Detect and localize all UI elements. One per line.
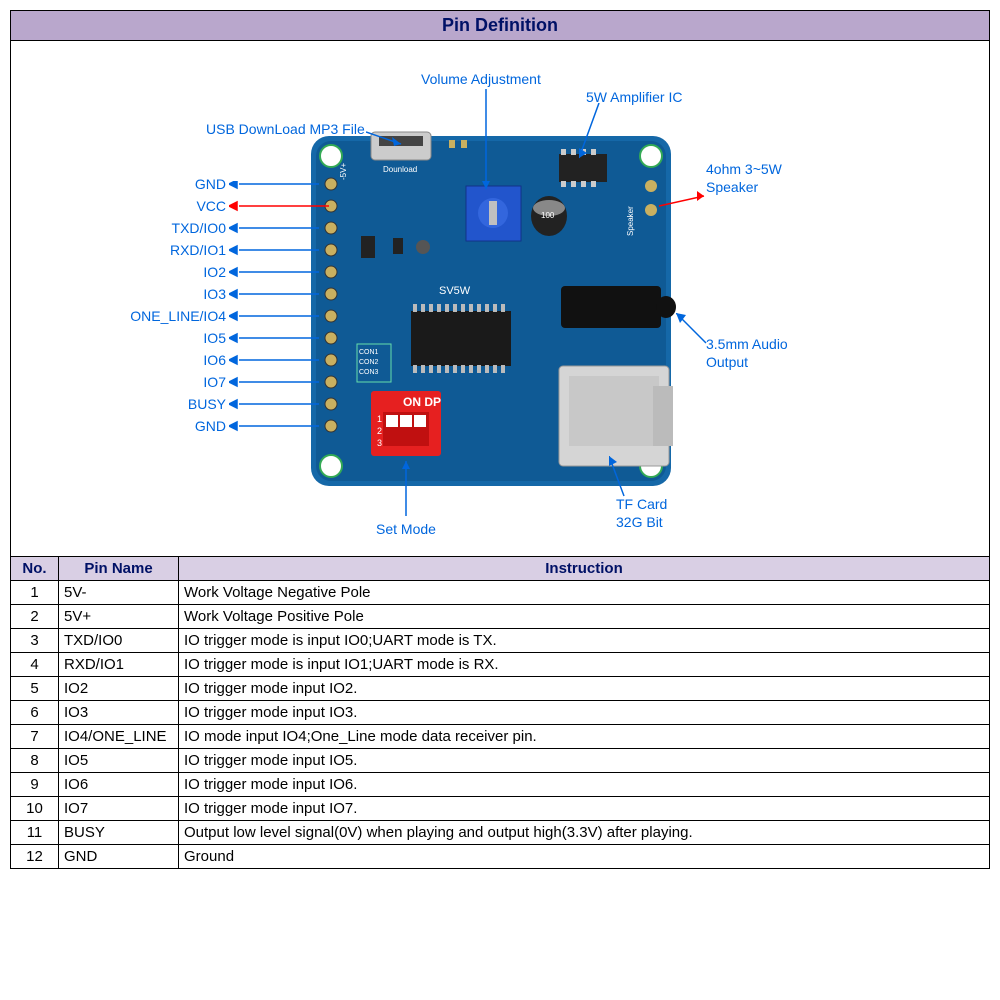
svg-text:CON2: CON2 <box>359 359 379 366</box>
table-row: 8IO5IO trigger mode input IO5. <box>11 749 990 773</box>
svg-text:ON DP: ON DP <box>403 395 441 409</box>
svg-text:SV5W: SV5W <box>439 285 471 297</box>
table-row: 15V-Work Voltage Negative Pole <box>11 581 990 605</box>
svg-text:100: 100 <box>541 211 555 220</box>
page-title: Pin Definition <box>10 10 990 41</box>
table-row: 11BUSYOutput low level signal(0V) when p… <box>11 821 990 845</box>
label-speaker1: 4ohm 3~5W <box>706 161 782 177</box>
table-row: 5IO2IO trigger mode input IO2. <box>11 677 990 701</box>
pin-diagram: 100 SV5W ON DP 1 2 3 CON1 CON2 CON3 <box>10 41 990 556</box>
svg-text:3: 3 <box>377 438 382 448</box>
table-row: 12GNDGround <box>11 845 990 869</box>
table-row: 6IO3IO trigger mode input IO3. <box>11 701 990 725</box>
label-volume: Volume Adjustment <box>421 71 541 87</box>
label-setmode: Set Mode <box>376 521 436 537</box>
col-pinname: Pin Name <box>59 557 179 581</box>
table-row: 4RXD/IO1IO trigger mode is input IO1;UAR… <box>11 653 990 677</box>
pin-table: No. Pin Name Instruction 15V-Work Voltag… <box>10 556 990 869</box>
svg-text:Speaker: Speaker <box>626 206 635 236</box>
label-usb: USB DownLoad MP3 File <box>206 121 365 137</box>
svg-text:1: 1 <box>377 414 382 424</box>
svg-text:2: 2 <box>377 426 382 436</box>
label-tf2: 32G Bit <box>616 514 663 530</box>
col-no: No. <box>11 557 59 581</box>
label-audio2: Output <box>706 354 748 370</box>
table-row: 25V+Work Voltage Positive Pole <box>11 605 990 629</box>
svg-text:CON1: CON1 <box>359 349 379 356</box>
svg-text:-5V+: -5V+ <box>339 163 348 180</box>
svg-text:Dounload: Dounload <box>383 165 417 174</box>
table-row: 7IO4/ONE_LINEIO mode input IO4;One_Line … <box>11 725 990 749</box>
table-row: 10IO7IO trigger mode input IO7. <box>11 797 990 821</box>
svg-text:CON3: CON3 <box>359 369 379 376</box>
table-row: 3TXD/IO0IO trigger mode is input IO0;UAR… <box>11 629 990 653</box>
col-instruction: Instruction <box>179 557 990 581</box>
table-row: 9IO6IO trigger mode input IO6. <box>11 773 990 797</box>
label-audio1: 3.5mm Audio <box>706 336 788 352</box>
